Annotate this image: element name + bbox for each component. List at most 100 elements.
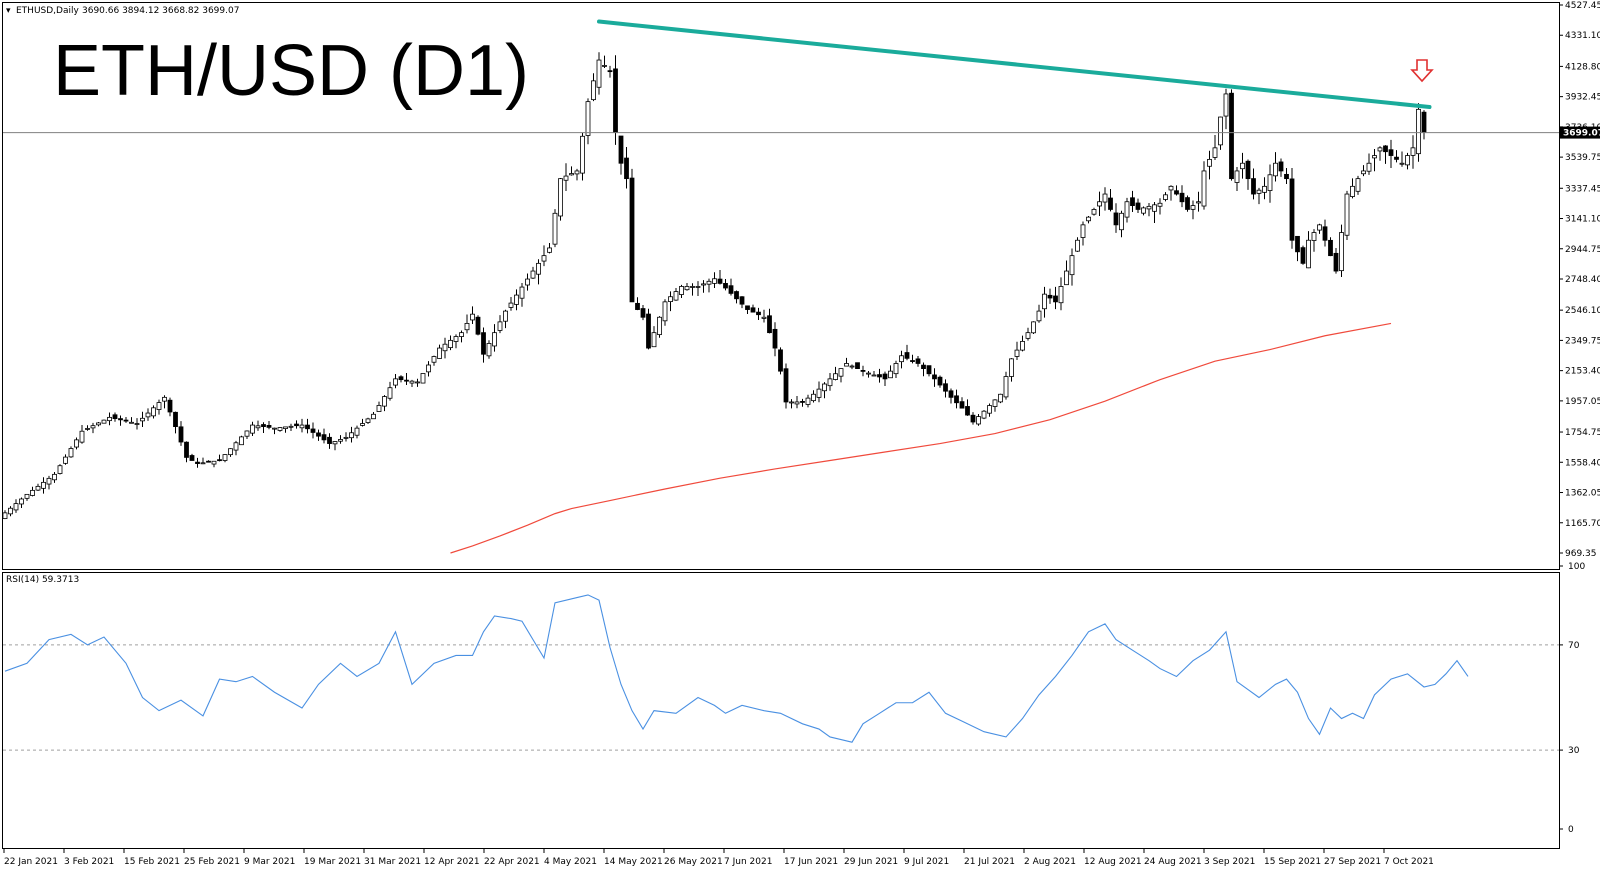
candle-body	[712, 278, 717, 284]
candle-body	[492, 332, 497, 347]
candle-body	[299, 424, 305, 429]
candle-body	[277, 427, 283, 431]
candle-body	[327, 436, 332, 444]
candle-body	[8, 507, 13, 515]
candle-body	[1421, 111, 1427, 133]
candle-body	[1135, 202, 1141, 210]
candle-body	[591, 80, 596, 101]
candle-body	[794, 401, 800, 405]
price-tick-label: 4331.10	[1565, 31, 1600, 41]
candle-body	[800, 401, 805, 403]
candle-body	[937, 376, 943, 386]
candle-body	[816, 388, 822, 398]
candle-body	[1251, 178, 1256, 195]
candle-body	[926, 365, 932, 375]
candle-body	[228, 448, 233, 456]
candle-body	[1278, 161, 1284, 172]
candle-body	[585, 101, 591, 136]
candle-body	[761, 316, 767, 319]
candle-body	[503, 310, 508, 322]
rsi-levels	[3, 644, 1559, 751]
current-price-tag	[1560, 126, 1600, 139]
candle-body	[1086, 216, 1091, 222]
candle-body	[1190, 205, 1196, 210]
candle-body	[805, 397, 811, 405]
candle-body	[382, 396, 387, 407]
candle-body	[1141, 207, 1146, 214]
date-tick-label: 3 Feb 2021	[64, 857, 114, 867]
candle-body	[728, 285, 734, 294]
candle-body	[393, 378, 398, 386]
candle-body	[525, 278, 530, 286]
candle-body	[1262, 185, 1267, 193]
candle-body	[156, 402, 162, 410]
candle-body	[486, 343, 492, 357]
candle-body	[1295, 235, 1300, 253]
candle-body	[745, 305, 750, 310]
date-tick-label: 17 Jun 2021	[784, 857, 838, 867]
candle-body	[1240, 162, 1245, 170]
candle-body	[96, 422, 101, 426]
candle-body	[1113, 212, 1119, 226]
candle-body	[673, 291, 679, 301]
candle-body	[574, 170, 580, 175]
candle-body	[387, 387, 393, 399]
candle-body	[1196, 201, 1201, 204]
date-tick-label: 22 Jan 2021	[4, 857, 58, 867]
candle-body	[1284, 173, 1289, 180]
candle-body	[1097, 201, 1102, 207]
candle-body	[206, 460, 211, 463]
candle-body	[1339, 232, 1344, 272]
candle-body	[849, 365, 855, 368]
date-tick-label: 31 Mar 2021	[364, 857, 421, 867]
moving-average-line	[450, 322, 1392, 554]
candle-body	[844, 363, 849, 367]
candle-body	[1306, 239, 1311, 269]
date-tick-label: 21 Jul 2021	[964, 857, 1015, 867]
candle-body	[189, 455, 195, 461]
candle-body	[360, 423, 365, 426]
candle-body	[244, 430, 250, 437]
candle-body	[1185, 197, 1190, 210]
candle-body	[1229, 92, 1234, 180]
price-tick-label: 1362.05	[1565, 489, 1600, 499]
candle-body	[1333, 252, 1339, 272]
candle-body	[46, 477, 52, 485]
candle-body	[992, 399, 998, 407]
date-tick-label: 12 Aug 2021	[1084, 857, 1142, 867]
date-tick-label: 19 Mar 2021	[304, 857, 361, 867]
candle-body	[767, 315, 772, 334]
candle-body	[151, 407, 156, 417]
candle-body	[558, 178, 563, 217]
candle-body	[272, 427, 277, 430]
candle-body	[1201, 170, 1207, 207]
candle-body	[1036, 310, 1042, 322]
date-tick-label: 14 May 2021	[604, 857, 663, 867]
candle-body	[1322, 226, 1328, 241]
candle-body	[1377, 147, 1383, 152]
price-panel	[2, 2, 1560, 570]
candle-body	[1273, 162, 1278, 177]
candle-body	[1047, 294, 1053, 299]
date-tick-label: 4 May 2021	[544, 857, 597, 867]
candle-body	[646, 313, 651, 349]
date-tick-label: 15 Sep 2021	[1264, 857, 1321, 867]
candle-body	[1256, 189, 1262, 194]
candle-body	[255, 425, 261, 429]
candle-body	[1383, 145, 1388, 153]
candle-body	[750, 307, 756, 313]
candle-body	[855, 362, 860, 369]
candle-body	[547, 247, 552, 253]
candle-body	[987, 405, 992, 414]
candle-body	[629, 177, 635, 303]
candle-body	[893, 363, 899, 375]
chart-header-arrow[interactable]: ▾	[6, 6, 11, 16]
candle-body	[332, 441, 338, 445]
candle-body	[1053, 295, 1058, 303]
candle-body	[695, 286, 701, 288]
candle-body	[778, 349, 783, 372]
candle-body	[464, 323, 470, 331]
date-axis: 22 Jan 2021 3 Feb 2021 15 Feb 2021 25 Feb 2…	[3, 849, 1434, 867]
candle-body	[57, 465, 63, 474]
